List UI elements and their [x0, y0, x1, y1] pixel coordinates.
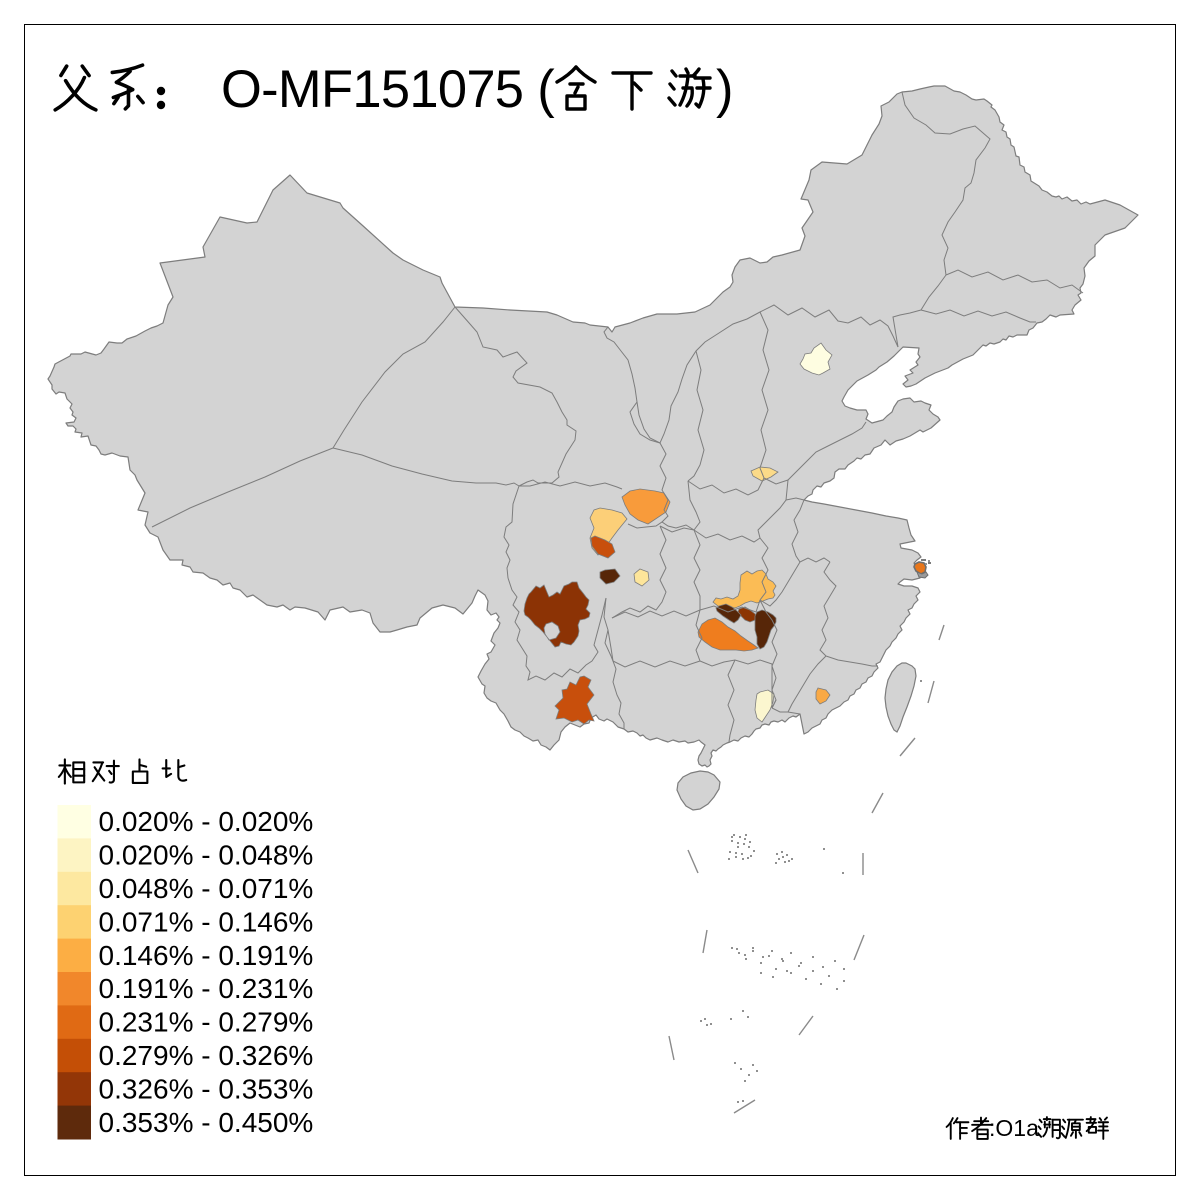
svg-text:): ) — [716, 60, 733, 119]
svg-text:0.353% - 0.450%: 0.353% - 0.450% — [99, 1107, 314, 1138]
svg-text:0.020% - 0.048%: 0.020% - 0.048% — [99, 840, 314, 871]
svg-text:0.279% - 0.326%: 0.279% - 0.326% — [99, 1040, 314, 1071]
svg-text:O-MF151075 (: O-MF151075 ( — [221, 60, 555, 119]
svg-text:0.231% - 0.279%: 0.231% - 0.279% — [99, 1007, 314, 1038]
svg-text:0.191% - 0.231%: 0.191% - 0.231% — [99, 973, 314, 1004]
svg-text:0.146% - 0.191%: 0.146% - 0.191% — [99, 940, 314, 971]
svg-text:0.048% - 0.071%: 0.048% - 0.071% — [99, 873, 314, 904]
svg-text:0.326% - 0.353%: 0.326% - 0.353% — [99, 1073, 314, 1104]
svg-text:0.020% - 0.020%: 0.020% - 0.020% — [99, 806, 314, 837]
svg-text::O1a: :O1a — [989, 1115, 1039, 1141]
svg-text:0.071% - 0.146%: 0.071% - 0.146% — [99, 906, 314, 937]
